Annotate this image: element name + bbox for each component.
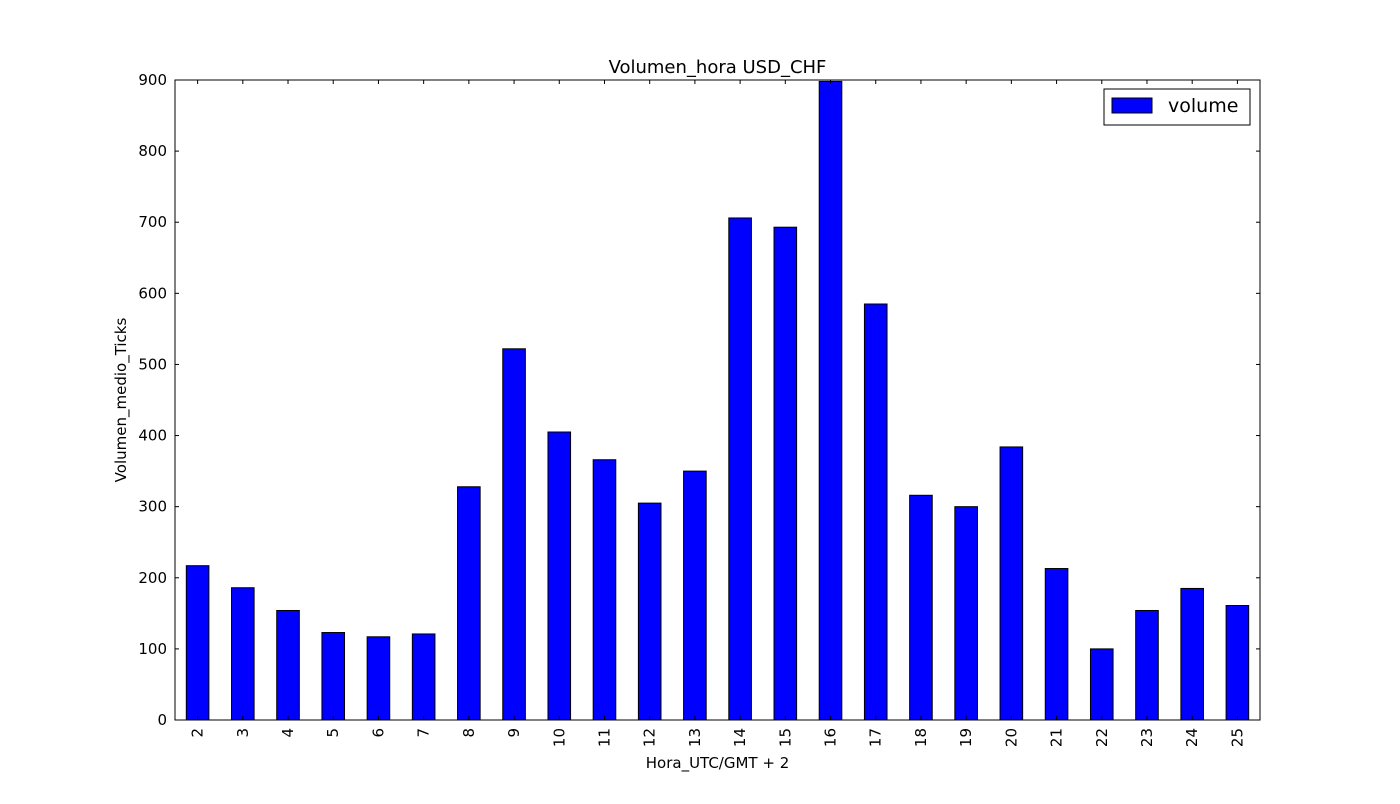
- x-tick-label: 5: [324, 728, 342, 738]
- y-tick-label: 600: [138, 284, 167, 302]
- x-tick-label: 16: [822, 728, 840, 747]
- bar-6: [366, 636, 391, 721]
- x-tick-label: 2: [189, 728, 207, 738]
- x-tick-label: 25: [1228, 728, 1246, 747]
- plot-frame: [174, 79, 1261, 721]
- bar-25: [1225, 605, 1250, 721]
- y-tick-label: 800: [138, 142, 167, 160]
- y-axis-label: Volumen_medio_Ticks: [112, 318, 131, 483]
- x-tick-label: 20: [1002, 728, 1020, 747]
- bar-13: [683, 470, 707, 721]
- bar-14: [728, 217, 752, 721]
- bar-8: [457, 486, 481, 721]
- bar-22: [1089, 648, 1114, 721]
- x-axis-label: Hora_UTC/GMT + 2: [646, 754, 789, 773]
- y-tick-label: 300: [138, 498, 167, 516]
- x-tick-label: 13: [686, 728, 704, 747]
- bar-18: [909, 494, 933, 721]
- y-tick-label: 100: [138, 640, 167, 658]
- bar-12: [637, 502, 662, 721]
- x-tick-label: 7: [415, 728, 433, 738]
- bars-layer: [185, 80, 1250, 721]
- bar-2: [185, 565, 210, 721]
- bar-11: [592, 459, 617, 721]
- x-tick-label: 24: [1183, 728, 1201, 747]
- x-tick-label: 4: [279, 728, 297, 738]
- x-tick-label: 23: [1138, 728, 1156, 747]
- x-tick-label: 18: [912, 728, 930, 747]
- legend-swatch: [1111, 97, 1153, 114]
- x-tick-label: 3: [234, 728, 252, 738]
- x-tick-label: 19: [957, 728, 975, 747]
- bar-20: [999, 446, 1024, 721]
- x-tick-label: 15: [776, 728, 794, 747]
- bar-10: [547, 431, 572, 721]
- x-tick-label: 22: [1093, 728, 1111, 747]
- bar-24: [1180, 587, 1204, 721]
- bar-9: [502, 348, 526, 721]
- y-tick-label: 0: [157, 711, 167, 729]
- x-tick-label: 6: [369, 728, 387, 738]
- x-tick-label: 14: [731, 728, 749, 747]
- bar-3: [231, 587, 255, 721]
- x-tick-label: 8: [460, 728, 478, 738]
- x-tick-label: 21: [1048, 728, 1066, 747]
- x-tick-label: 9: [505, 728, 523, 738]
- bar-16: [818, 80, 843, 721]
- bar-19: [954, 506, 978, 721]
- legend: volume: [1103, 88, 1251, 126]
- x-tick-label: 12: [641, 728, 659, 747]
- chart-title: Volumen_hora USD_CHF: [609, 57, 827, 78]
- bar-5: [321, 632, 346, 721]
- x-tick-label: 11: [595, 728, 613, 747]
- bar-4: [276, 609, 300, 721]
- x-tick-label: 10: [550, 728, 568, 747]
- bar-7: [411, 633, 436, 721]
- bar-23: [1135, 609, 1159, 721]
- y-tick-label: 400: [138, 427, 167, 445]
- bar-17: [863, 303, 888, 721]
- bar-15: [773, 226, 798, 721]
- x-tick-label: 17: [867, 728, 885, 747]
- y-tick-label: 900: [138, 71, 167, 89]
- y-tick-label: 500: [138, 355, 167, 373]
- y-tick-label: 200: [138, 569, 167, 587]
- legend-label: volume: [1168, 95, 1238, 117]
- bar-21: [1044, 568, 1069, 721]
- ticks-layer: 2 3 4 5 6 7 8 9 10 11 12 13 14 15 16 17 18 19 20 21 22 23 24 25…: [138, 71, 1260, 747]
- y-tick-label: 700: [138, 213, 167, 231]
